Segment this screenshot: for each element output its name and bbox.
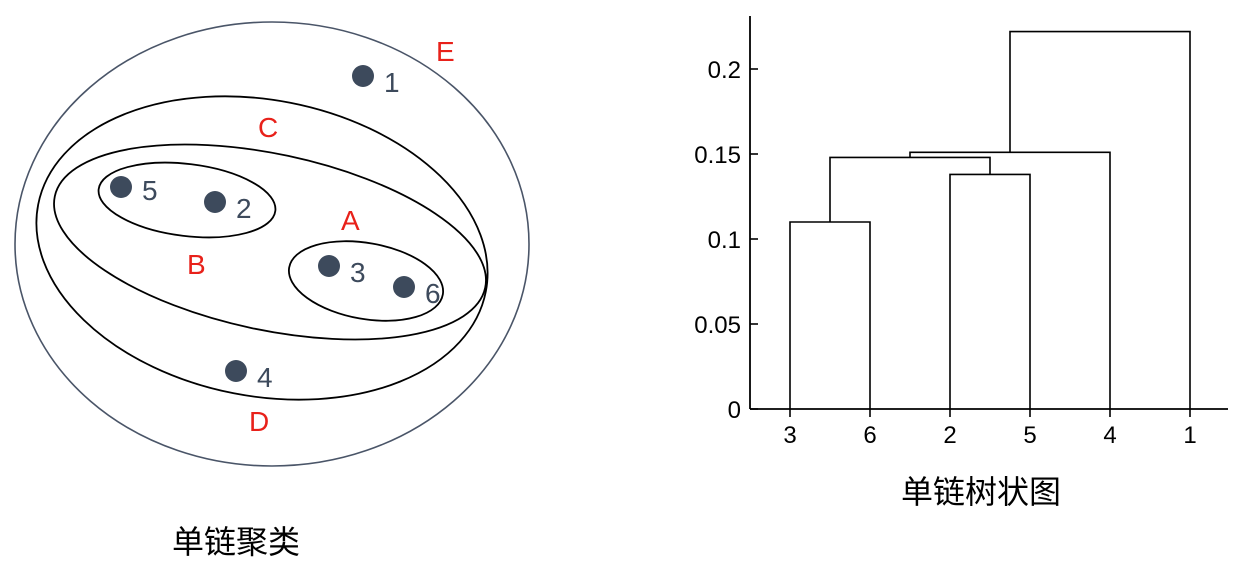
- leaf-label-2: 2: [943, 422, 956, 449]
- point-5-label: 5: [142, 175, 158, 206]
- merge-link-1: [789, 221, 871, 409]
- point-3-label: 3: [350, 257, 366, 288]
- point-6: 6: [393, 276, 441, 309]
- leaf-label-1: 1: [1183, 422, 1196, 449]
- cluster-B-ellipse: [97, 161, 277, 239]
- point-3-dot: [318, 255, 340, 277]
- point-2: 2: [204, 191, 252, 224]
- y-axis-ticks: 0 0.05 0.1 0.15 0.2: [694, 57, 758, 424]
- point-1-dot: [352, 65, 374, 87]
- y-tick-label-0.15: 0.15: [694, 142, 741, 169]
- point-6-label: 6: [425, 278, 441, 309]
- cluster-label-C: C: [258, 112, 278, 143]
- point-4: 4: [225, 360, 273, 393]
- point-5: 5: [110, 175, 158, 206]
- x-axis-ticks: 3 6 2 5 4 1: [783, 409, 1197, 449]
- point-4-label: 4: [257, 362, 273, 393]
- merge-link-3: [829, 156, 991, 222]
- y-tick-label-0.05: 0.05: [694, 312, 741, 339]
- merge-link-4: [909, 151, 1111, 409]
- merge-link-5: [1009, 30, 1191, 409]
- point-4-dot: [225, 360, 247, 382]
- dendrogram-links: [789, 30, 1191, 409]
- leaf-label-3: 3: [783, 422, 796, 449]
- leaf-label-6: 6: [863, 422, 876, 449]
- point-2-label: 2: [236, 193, 252, 224]
- cluster-label-E: E: [436, 36, 455, 67]
- cluster-label-B: B: [187, 249, 206, 280]
- point-2-dot: [204, 191, 226, 213]
- cluster-label-A: A: [341, 205, 360, 236]
- cluster-diagram: 1 5 2 3 6 4 E C A B D 单链聚类: [14, 21, 530, 561]
- point-6-dot: [393, 276, 415, 298]
- cluster-C-ellipse: [53, 143, 487, 341]
- cluster-A-ellipse: [288, 240, 444, 322]
- leaf-label-4: 4: [1103, 422, 1116, 449]
- cluster-D-ellipse: [35, 95, 489, 401]
- point-3: 3: [318, 255, 366, 288]
- cluster-diagram-caption: 单链聚类: [172, 523, 300, 561]
- point-5-dot: [110, 176, 132, 198]
- point-1: 1: [352, 65, 400, 98]
- dendrogram-caption: 单链树状图: [901, 473, 1061, 511]
- leaf-label-5: 5: [1023, 422, 1036, 449]
- dendrogram: 0 0.05 0.1 0.15 0.2 3 6 2 5 4 1 单链树状图: [694, 16, 1228, 511]
- merge-link-2: [949, 173, 1031, 409]
- y-tick-label-0: 0: [728, 397, 741, 424]
- point-1-label: 1: [384, 67, 400, 98]
- y-tick-label-0.1: 0.1: [708, 227, 741, 254]
- y-tick-label-0.2: 0.2: [708, 57, 741, 84]
- cluster-E-ellipse: [14, 21, 530, 467]
- cluster-label-D: D: [249, 406, 269, 437]
